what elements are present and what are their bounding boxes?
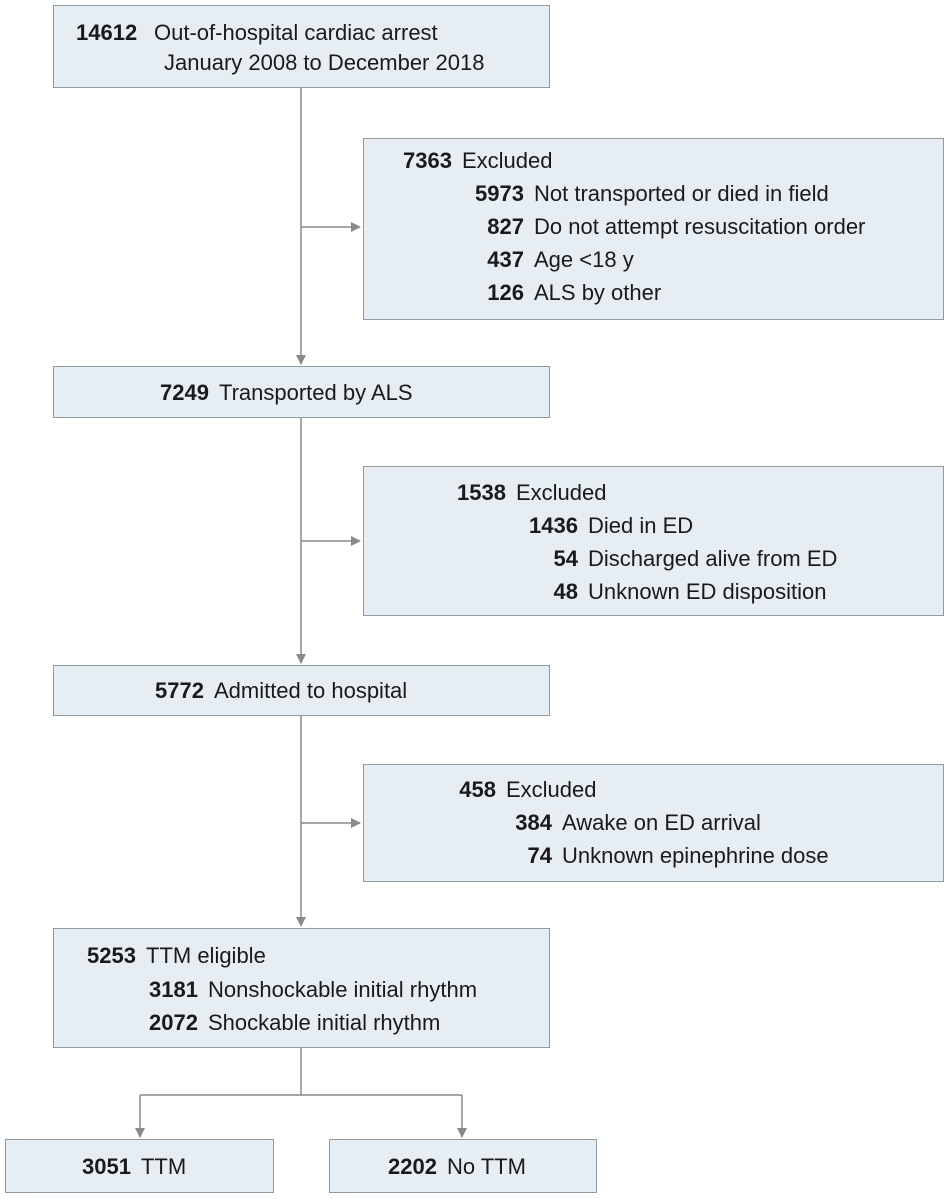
item-count: 126 [487,280,524,305]
count: 7363 [403,148,452,173]
item-label: Nonshockable initial rhythm [208,977,478,1002]
item-count: 2072 [149,1010,198,1035]
box-excluded-3: 458 Excluded 384 Awake on ED arrival 74 Unk… [363,764,944,882]
item-label: Shockable initial rhythm [208,1010,441,1035]
count: 5772 [155,678,204,703]
item-label: Age <18 y [534,247,634,272]
count: 5253 [87,943,136,968]
item-count: 827 [487,214,524,239]
box-admitted-to-hospital: 5772 Admitted to hospital [53,665,550,716]
item-label: Unknown epinephrine dose [562,843,829,868]
item-label: Discharged alive from ED [588,546,838,571]
count: 3051 [82,1154,131,1179]
label: Excluded [506,777,597,802]
item-count: 437 [487,247,524,272]
label: Excluded [462,148,553,173]
count: 2202 [388,1154,437,1179]
box-excluded-1: 7363 Excluded 5973 Not transported or died… [363,138,944,320]
item-count: 54 [553,546,578,571]
item-label: Not transported or died in field [534,181,829,206]
count: 458 [459,777,496,802]
label: Transported by ALS [218,380,413,405]
item-count: 74 [527,843,552,868]
label: Excluded [516,480,607,505]
label: TTM [140,1154,187,1179]
item-label: Died in ED [588,513,694,538]
count: 14612 [76,20,138,45]
item-label: ALS by other [534,280,662,305]
count: 1538 [457,480,506,505]
label: No TTM [446,1154,526,1179]
item-count: 1436 [529,513,578,538]
item-count: 48 [553,579,578,604]
box-excluded-2: 1538 Excluded 1436 Died in ED 54 Discharged… [363,466,944,616]
box-cardiac-arrest: 14612 Out-of-hospital cardiac arrest Janu… [53,5,550,88]
count: 7249 [160,380,209,405]
item-count: 3181 [149,977,198,1002]
box-ttm-eligible: 5253 TTM eligible 3181 Nonshockable initia… [53,928,550,1048]
label: Out-of-hospital cardiac arrest [154,20,438,45]
label-date-range: January 2008 to December 2018 [164,50,485,75]
box-no-ttm: 2202 No TTM [329,1139,597,1193]
label: TTM eligible [146,943,266,968]
box-ttm: 3051 TTM [5,1139,274,1193]
item-label: Do not attempt resuscitation order [534,214,866,239]
box-transported-by-als: 7249 Transported by ALS [53,366,550,418]
item-label: Unknown ED disposition [588,579,827,604]
label: Admitted to hospital [213,678,408,703]
item-count: 384 [515,810,552,835]
item-count: 5973 [475,181,524,206]
item-label: Awake on ED arrival [562,810,761,835]
